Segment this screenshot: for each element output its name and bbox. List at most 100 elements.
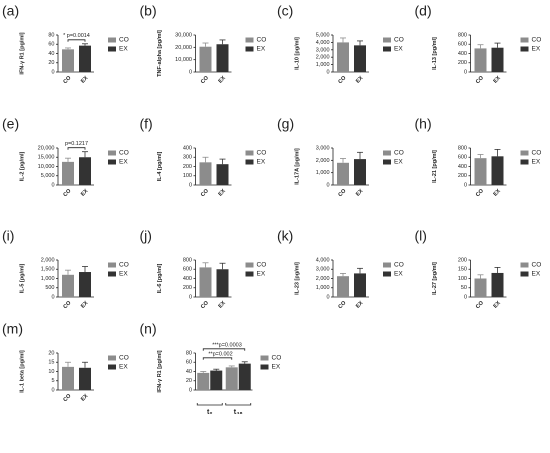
y-tick-label: 0	[51, 182, 54, 188]
y-tick-label: 40	[186, 369, 192, 375]
annotation: **p=0.002	[208, 352, 232, 358]
y-tick-label: 3,000	[316, 267, 330, 273]
y-tick-label: 200	[458, 257, 467, 263]
x-tick-label: EX	[80, 188, 90, 198]
x-tick-label: CO	[200, 188, 211, 199]
legend-label: CO	[394, 262, 404, 269]
x-tick-label: EX	[218, 188, 228, 198]
x-tick-label: CO	[475, 300, 486, 311]
y-tick-label: 200	[458, 60, 467, 66]
y-tick-label: 4,000	[316, 257, 330, 263]
y-tick-label: 1,000	[41, 276, 55, 282]
panel-label: (n)	[140, 321, 157, 337]
legend-swatch	[245, 37, 254, 43]
x-tick-label: CO	[62, 75, 73, 86]
y-tick-label: 0	[51, 294, 54, 300]
y-tick-label: 1,000	[316, 285, 330, 291]
group-bracket	[225, 403, 252, 406]
y-tick-label: 0	[189, 182, 192, 188]
y-tick-label: 0	[51, 69, 54, 75]
legend-label: EX	[257, 159, 266, 166]
x-tick-label: EX	[218, 75, 228, 85]
legend-label: EX	[394, 46, 403, 53]
y-tick-label: 0	[189, 387, 192, 393]
bar	[199, 267, 212, 297]
x-tick-label: CO	[200, 75, 211, 86]
x-tick-label: EX	[355, 188, 365, 198]
legend-swatch	[383, 37, 391, 43]
bar	[216, 269, 229, 297]
legend-label: EX	[532, 46, 541, 53]
y-tick-label: 2,000	[316, 55, 330, 61]
y-tick-label: 1,000	[316, 170, 330, 176]
legend-label: CO	[394, 150, 404, 157]
y-axis-label: IFN-γ R1 [pg/ml]	[19, 32, 25, 74]
x-tick-label: CO	[337, 188, 348, 199]
legend-label: CO	[119, 150, 129, 157]
x-tick-label: EX	[355, 75, 365, 85]
y-tick-label: 0	[464, 69, 467, 75]
x-tick-label: t₄₈	[234, 409, 243, 416]
y-axis-label: IL-6 [pg/ml]	[157, 264, 163, 294]
legend-swatch	[245, 150, 254, 156]
y-axis-label: IL-27 [pg/ml]	[432, 262, 438, 295]
x-tick-label: CO	[475, 188, 486, 199]
bar	[337, 42, 349, 72]
legend-swatch	[383, 46, 391, 52]
panel-label: (c)	[277, 3, 293, 19]
y-tick-label: 400	[458, 164, 467, 170]
legend-label: CO	[119, 37, 129, 44]
y-axis-label: IFN-γ R1 [pg/ml]	[157, 350, 163, 392]
y-tick-label: 60	[48, 42, 54, 48]
y-tick-label: 0	[51, 387, 54, 393]
legend-swatch	[520, 262, 529, 268]
y-tick-label: 0	[326, 182, 329, 188]
legend-label: CO	[257, 150, 267, 157]
x-tick-label: EX	[218, 300, 228, 310]
legend-swatch	[108, 262, 116, 268]
y-tick-label: 10	[48, 369, 54, 375]
panel-label: (j)	[140, 228, 152, 244]
y-tick-label: 3,000	[316, 47, 330, 53]
y-tick-label: 10,000	[175, 57, 192, 63]
y-tick-label: 5,000	[41, 173, 55, 179]
x-tick-label: CO	[62, 300, 73, 311]
y-tick-label: 20	[48, 60, 54, 66]
y-tick-label: 10,000	[38, 164, 55, 170]
legend-swatch	[520, 46, 529, 52]
y-tick-label: 40	[48, 51, 54, 57]
bar	[79, 45, 91, 72]
y-tick-label: 5	[51, 378, 54, 384]
x-tick-label: CO	[337, 300, 348, 311]
legend-label: EX	[119, 364, 128, 371]
y-axis-label: TNF-alpha [pg/ml]	[157, 30, 163, 77]
y-tick-label: 20	[48, 350, 54, 356]
legend-swatch	[108, 271, 116, 277]
y-tick-label: 200	[183, 285, 192, 291]
legend-swatch	[108, 46, 116, 52]
x-tick-label: EX	[80, 393, 90, 403]
bar	[62, 274, 74, 297]
y-tick-label: 50	[461, 285, 467, 291]
bar	[216, 164, 229, 185]
legend-swatch	[108, 159, 116, 165]
y-tick-label: 20,000	[175, 45, 192, 51]
bar	[491, 47, 504, 72]
annotation: * p=0.0014	[63, 33, 90, 39]
legend-label: CO	[532, 262, 542, 269]
legend-label: EX	[394, 271, 403, 278]
x-tick-label: EX	[493, 75, 503, 85]
y-tick-label: 400	[183, 145, 192, 151]
y-tick-label: 600	[458, 155, 467, 161]
legend-label: EX	[532, 271, 541, 278]
y-tick-label: 400	[458, 51, 467, 57]
legend-swatch	[245, 262, 254, 268]
significance-bracket	[202, 348, 246, 351]
legend-label: CO	[257, 37, 267, 44]
legend-label: CO	[257, 262, 267, 269]
bar	[354, 45, 366, 72]
y-axis-label: IL-13 [pg/ml]	[432, 37, 438, 70]
legend-swatch	[520, 37, 529, 43]
x-tick-label: EX	[355, 300, 365, 310]
